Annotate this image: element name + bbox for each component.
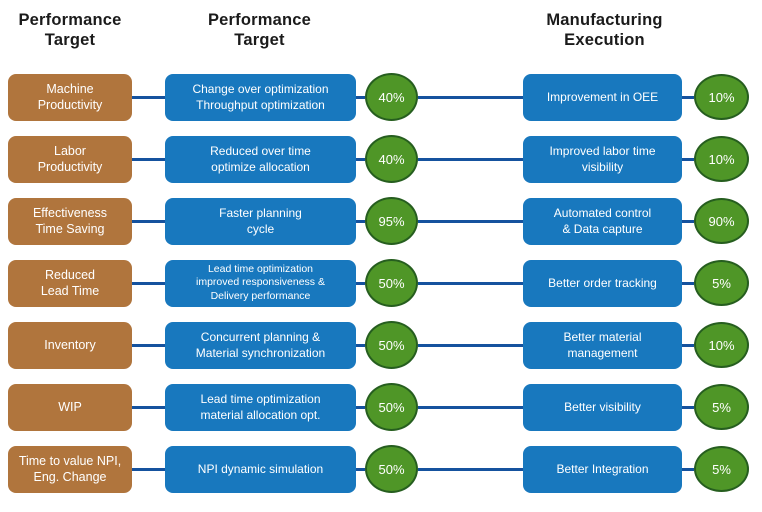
initiative-box: Lead time optimization improved responsi… xyxy=(165,259,356,307)
diagram-row: Inventory Concurrent planning & Material… xyxy=(0,314,762,376)
connector-line xyxy=(132,157,165,161)
connector-line xyxy=(132,281,165,285)
initiative-box: Concurrent planning & Material synchroni… xyxy=(165,321,356,369)
connector-line xyxy=(132,405,165,409)
header-manufacturing-execution: Manufacturing Execution xyxy=(546,11,663,49)
mid-percent-badge: 40% xyxy=(365,135,418,183)
connector-line xyxy=(682,343,694,347)
connector-line xyxy=(356,467,365,471)
connector-line xyxy=(682,95,694,99)
diagram-row: WIP Lead time optimization material allo… xyxy=(0,376,762,438)
connector-line xyxy=(682,467,694,471)
execution-box: Better visibility xyxy=(523,383,682,431)
right-percent-badge: 10% xyxy=(694,74,749,120)
mid-percent-badge: 50% xyxy=(365,383,418,431)
target-box: Labor Productivity xyxy=(8,135,132,183)
target-box: Time to value NPI, Eng. Change xyxy=(8,445,132,493)
right-percent-badge: 90% xyxy=(694,198,749,244)
column-headers: Performance Target Performance Target Ma… xyxy=(0,11,762,61)
diagram-row: Effectiveness Time Saving Faster plannin… xyxy=(0,190,762,252)
execution-box: Automated control & Data capture xyxy=(523,197,682,245)
initiative-box: Lead time optimization material allocati… xyxy=(165,383,356,431)
connector-line xyxy=(418,95,523,99)
initiative-box: Reduced over time optimize allocation xyxy=(165,135,356,183)
connector-line xyxy=(132,219,165,223)
target-box: Reduced Lead Time xyxy=(8,259,132,307)
connector-line xyxy=(132,343,165,347)
target-box: WIP xyxy=(8,383,132,431)
initiative-box: Faster planning cycle xyxy=(165,197,356,245)
connector-line xyxy=(418,343,523,347)
mid-percent-badge: 50% xyxy=(365,259,418,307)
right-percent-badge: 10% xyxy=(694,322,749,368)
mid-percent-badge: 50% xyxy=(365,445,418,493)
header-performance-target-2: Performance Target xyxy=(207,11,312,49)
connector-line xyxy=(356,405,365,409)
header-performance-target-1: Performance Target xyxy=(18,11,122,49)
connector-line xyxy=(418,157,523,161)
connector-line xyxy=(682,281,694,285)
connector-line xyxy=(418,281,523,285)
diagram-row: Time to value NPI, Eng. Change NPI dynam… xyxy=(0,438,762,500)
right-percent-badge: 10% xyxy=(694,136,749,182)
connector-line xyxy=(418,405,523,409)
connector-line xyxy=(356,281,365,285)
connector-line xyxy=(682,405,694,409)
diagram-rows: Machine Productivity Change over optimiz… xyxy=(0,66,762,500)
target-box: Effectiveness Time Saving xyxy=(8,197,132,245)
initiative-box: Change over optimization Throughput opti… xyxy=(165,73,356,121)
diagram-row: Reduced Lead Time Lead time optimization… xyxy=(0,252,762,314)
execution-box: Better order tracking xyxy=(523,259,682,307)
connector-line xyxy=(418,467,523,471)
execution-box: Better Integration xyxy=(523,445,682,493)
diagram-row: Machine Productivity Change over optimiz… xyxy=(0,66,762,128)
connector-line xyxy=(356,157,365,161)
diagram-row: Labor Productivity Reduced over time opt… xyxy=(0,128,762,190)
mid-percent-badge: 50% xyxy=(365,321,418,369)
initiative-box: NPI dynamic simulation xyxy=(165,445,356,493)
right-percent-badge: 5% xyxy=(694,384,749,430)
connector-line xyxy=(682,219,694,223)
target-box: Machine Productivity xyxy=(8,73,132,121)
target-box: Inventory xyxy=(8,321,132,369)
connector-line xyxy=(356,219,365,223)
mid-percent-badge: 40% xyxy=(365,73,418,121)
connector-line xyxy=(418,219,523,223)
right-percent-badge: 5% xyxy=(694,260,749,306)
right-percent-badge: 5% xyxy=(694,446,749,492)
execution-box: Better material management xyxy=(523,321,682,369)
mid-percent-badge: 95% xyxy=(365,197,418,245)
connector-line xyxy=(132,467,165,471)
execution-box: Improved labor time visibility xyxy=(523,135,682,183)
connector-line xyxy=(682,157,694,161)
execution-box: Improvement in OEE xyxy=(523,73,682,121)
connector-line xyxy=(132,95,165,99)
connector-line xyxy=(356,95,365,99)
connector-line xyxy=(356,343,365,347)
